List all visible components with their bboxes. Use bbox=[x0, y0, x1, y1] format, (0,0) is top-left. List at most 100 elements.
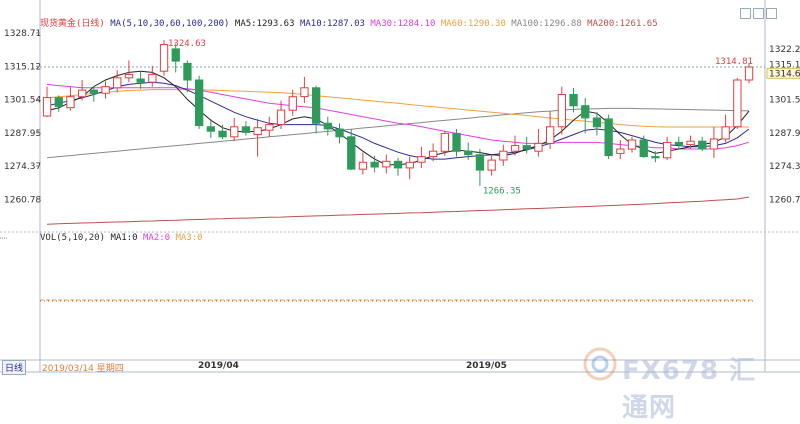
candle[interactable] bbox=[124, 60, 134, 83]
candle[interactable] bbox=[639, 135, 648, 158]
candle[interactable] bbox=[452, 128, 461, 157]
candle[interactable] bbox=[417, 146, 426, 168]
candle[interactable] bbox=[393, 157, 403, 176]
candle[interactable] bbox=[616, 139, 625, 160]
candle-body bbox=[709, 138, 719, 150]
candle[interactable] bbox=[89, 85, 98, 102]
volume-legend: VOL(5,10,20) MA1:0 MA2:0 MA3:0 bbox=[40, 233, 203, 244]
candle[interactable] bbox=[218, 124, 227, 140]
candle-body bbox=[78, 89, 87, 98]
candle[interactable] bbox=[475, 149, 485, 186]
candle[interactable] bbox=[581, 97, 590, 134]
watermark-text: FX678 汇通网 bbox=[622, 356, 757, 423]
candle[interactable] bbox=[42, 86, 52, 117]
candle[interactable] bbox=[171, 43, 180, 73]
candle-body bbox=[487, 159, 496, 171]
candle-body bbox=[393, 160, 403, 169]
candle[interactable] bbox=[440, 131, 450, 156]
candle[interactable] bbox=[335, 123, 344, 144]
candle-body bbox=[546, 126, 555, 144]
restore-icon[interactable] bbox=[753, 8, 764, 19]
candle-body bbox=[581, 105, 590, 119]
candle-body bbox=[510, 145, 520, 152]
candle[interactable] bbox=[674, 136, 684, 150]
candle[interactable] bbox=[54, 95, 63, 112]
candle-body bbox=[651, 156, 660, 159]
candle[interactable] bbox=[265, 116, 274, 137]
candle-body bbox=[148, 73, 157, 83]
candle[interactable] bbox=[148, 65, 157, 87]
y-tick-label-right: 1287.95 bbox=[769, 129, 800, 139]
candle-body bbox=[557, 94, 567, 128]
candle[interactable] bbox=[744, 63, 754, 84]
candle[interactable] bbox=[370, 155, 379, 173]
candle[interactable] bbox=[113, 70, 122, 93]
candle[interactable] bbox=[253, 118, 262, 157]
candle[interactable] bbox=[522, 136, 531, 154]
candle-body bbox=[66, 96, 75, 109]
y-tick-label-left: 1260.78 bbox=[4, 195, 41, 205]
candle[interactable] bbox=[429, 143, 438, 162]
candlestick-chart[interactable]: 1324.63 1266.35 1314.81 1328.71 1315.12 1301… bbox=[0, 0, 800, 400]
ma10-line bbox=[46, 81, 750, 160]
candle[interactable] bbox=[195, 75, 204, 129]
y-tick-label-left: 1274.37 bbox=[4, 162, 41, 172]
cursor-date: 2019/03/14 星期四 bbox=[42, 364, 124, 374]
candle[interactable] bbox=[546, 111, 555, 150]
y-tick-label-left: 1287.95 bbox=[4, 129, 41, 139]
candles[interactable] bbox=[42, 40, 754, 186]
candle[interactable] bbox=[499, 144, 508, 166]
candle[interactable] bbox=[136, 71, 145, 89]
candle[interactable] bbox=[733, 77, 742, 129]
period-tab[interactable]: 日线 bbox=[2, 360, 27, 375]
candle-body bbox=[218, 130, 227, 138]
candle[interactable] bbox=[241, 121, 251, 136]
candle-body bbox=[323, 122, 333, 130]
candle[interactable] bbox=[557, 86, 567, 135]
candle[interactable] bbox=[276, 100, 286, 129]
candle[interactable] bbox=[534, 128, 543, 157]
vol-ma3: MA3:0 bbox=[175, 233, 203, 243]
close-icon[interactable] bbox=[766, 8, 777, 19]
candle[interactable] bbox=[686, 135, 695, 150]
candle[interactable] bbox=[159, 40, 169, 76]
ma200-value: MA200:1261.65 bbox=[587, 19, 658, 29]
candle[interactable] bbox=[464, 142, 473, 161]
candle[interactable] bbox=[230, 117, 239, 142]
candle[interactable] bbox=[382, 154, 391, 174]
candle-body bbox=[721, 126, 730, 140]
candle-body bbox=[452, 132, 461, 152]
candle[interactable] bbox=[347, 128, 356, 171]
month-label-april: 2019/04 bbox=[198, 361, 239, 371]
instrument-title: 现货黄金(日线) bbox=[40, 19, 105, 29]
candle[interactable] bbox=[206, 118, 215, 138]
candle[interactable] bbox=[405, 156, 414, 180]
candle[interactable] bbox=[569, 87, 578, 113]
candle[interactable] bbox=[101, 81, 110, 99]
candle[interactable] bbox=[487, 155, 496, 176]
candle[interactable] bbox=[288, 90, 297, 116]
candle[interactable] bbox=[323, 116, 333, 136]
price-axis: 1328.71 1315.12 1301.54 1287.95 1274.37 1260.… bbox=[4, 29, 800, 205]
candle[interactable] bbox=[592, 112, 602, 136]
candle[interactable] bbox=[709, 126, 719, 158]
candle[interactable] bbox=[66, 86, 75, 111]
candle-body bbox=[42, 97, 52, 117]
candle[interactable] bbox=[300, 76, 309, 104]
candle[interactable] bbox=[663, 136, 672, 161]
minimize-icon[interactable] bbox=[740, 8, 751, 19]
candle[interactable] bbox=[78, 80, 87, 101]
candle[interactable] bbox=[698, 136, 707, 152]
candle[interactable] bbox=[358, 152, 368, 175]
candle[interactable] bbox=[721, 114, 730, 143]
candle[interactable] bbox=[627, 136, 637, 153]
ma60-value: MA60:1290.30 bbox=[440, 19, 506, 29]
candle-body bbox=[171, 48, 180, 62]
candle-body bbox=[265, 124, 274, 131]
vol-ma1: MA1:0 bbox=[110, 233, 138, 243]
candle[interactable] bbox=[183, 60, 192, 93]
candle[interactable] bbox=[604, 114, 613, 160]
candle[interactable] bbox=[651, 151, 660, 163]
candle[interactable] bbox=[312, 85, 321, 134]
candle[interactable] bbox=[510, 135, 520, 156]
